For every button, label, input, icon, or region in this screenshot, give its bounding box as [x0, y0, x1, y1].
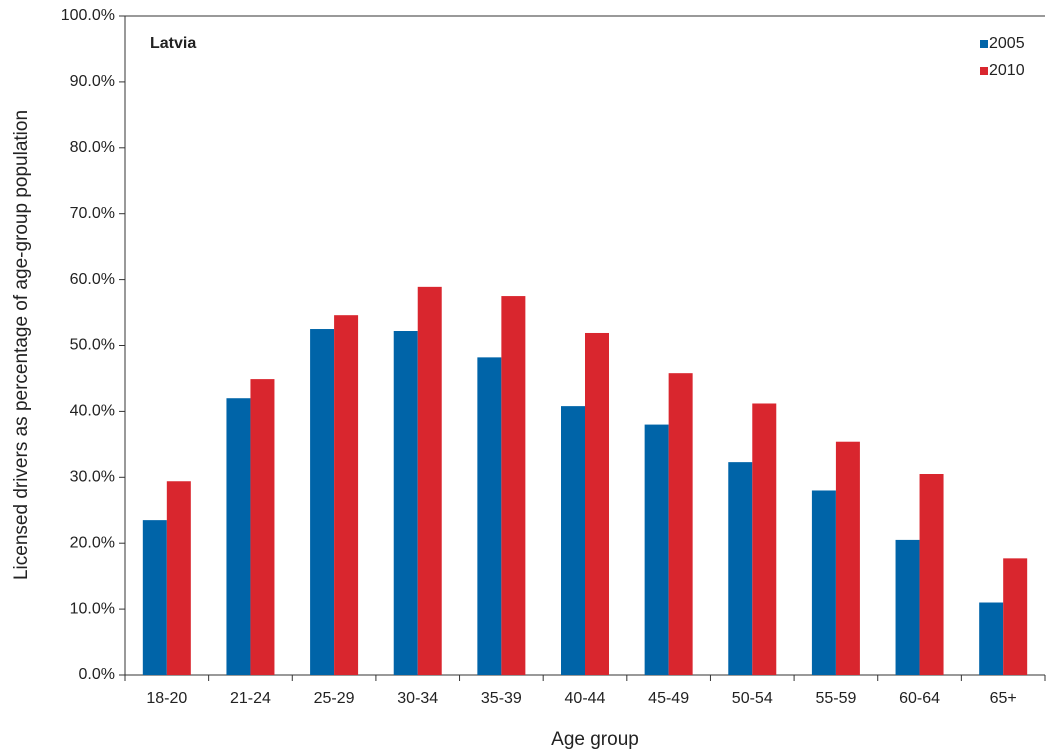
bar	[166, 481, 191, 675]
bar	[393, 331, 418, 675]
legend-label: 2010	[989, 62, 1025, 79]
y-axis-label: Licensed drivers as percentage of age-gr…	[11, 110, 32, 580]
bar	[501, 296, 526, 675]
bar	[585, 332, 609, 675]
y-tick-label: 100.0%	[61, 7, 115, 24]
bar	[668, 373, 693, 675]
y-tick-label: 90.0%	[70, 73, 115, 90]
bar	[417, 286, 442, 675]
x-tick-label: 50-54	[732, 690, 773, 707]
y-tick-label: 70.0%	[70, 205, 115, 222]
bar	[250, 379, 275, 675]
legend-swatch	[980, 67, 988, 75]
x-tick-label: 65+	[990, 690, 1017, 707]
x-axis-label: Age group	[551, 729, 639, 750]
bar	[644, 424, 669, 675]
y-tick-label: 20.0%	[70, 534, 115, 551]
x-tick-label: 45-49	[648, 690, 689, 707]
x-tick-label: 21-24	[230, 690, 271, 707]
y-tick-label: 0.0%	[79, 666, 115, 683]
x-tick-label: 55-59	[815, 690, 856, 707]
y-tick-label: 60.0%	[70, 271, 115, 288]
bar	[835, 441, 860, 675]
bar	[1003, 558, 1028, 675]
legend-swatch	[980, 40, 988, 48]
x-tick-label: 25-29	[314, 690, 355, 707]
x-tick-label: 18-20	[146, 690, 187, 707]
bar	[477, 357, 502, 675]
bar	[226, 398, 251, 675]
bar	[979, 602, 1004, 675]
bar	[334, 315, 359, 675]
bar	[561, 406, 585, 675]
x-tick-label: 40-44	[565, 690, 606, 707]
bar	[895, 539, 920, 675]
x-tick-label: 35-39	[481, 690, 522, 707]
bar	[919, 474, 944, 675]
bar	[142, 520, 167, 675]
bar	[752, 403, 777, 675]
y-tick-label: 50.0%	[70, 337, 115, 354]
y-tick-label: 40.0%	[70, 403, 115, 420]
y-tick-label: 10.0%	[70, 600, 115, 617]
x-tick-label: 30-34	[397, 690, 438, 707]
bar	[811, 490, 836, 675]
y-tick-label: 80.0%	[70, 139, 115, 156]
x-tick-label: 60-64	[899, 690, 940, 707]
annotation: Latvia	[150, 35, 196, 52]
y-tick-label: 30.0%	[70, 469, 115, 486]
bar	[728, 462, 753, 675]
legend-label: 2005	[989, 35, 1025, 52]
bar	[310, 329, 335, 675]
